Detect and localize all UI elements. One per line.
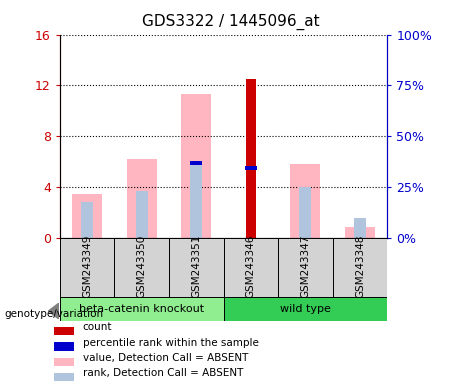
- Text: GDS3322 / 1445096_at: GDS3322 / 1445096_at: [142, 13, 319, 30]
- Bar: [81, 202, 93, 238]
- Bar: [354, 218, 366, 238]
- Bar: [299, 187, 312, 238]
- Bar: [54, 327, 75, 335]
- Polygon shape: [48, 303, 59, 319]
- Text: GSM243348: GSM243348: [355, 235, 365, 298]
- Text: percentile rank within the sample: percentile rank within the sample: [83, 338, 259, 348]
- Bar: [54, 373, 75, 381]
- FancyBboxPatch shape: [114, 238, 169, 298]
- Text: genotype/variation: genotype/variation: [5, 309, 104, 319]
- Bar: [54, 358, 75, 366]
- FancyBboxPatch shape: [224, 297, 387, 321]
- Bar: [181, 94, 211, 238]
- FancyBboxPatch shape: [60, 297, 224, 321]
- Text: wild type: wild type: [280, 304, 331, 314]
- FancyBboxPatch shape: [224, 238, 278, 298]
- Bar: [190, 163, 202, 238]
- Text: value, Detection Call = ABSENT: value, Detection Call = ABSENT: [83, 353, 248, 363]
- Bar: [245, 166, 257, 170]
- Text: GSM243346: GSM243346: [246, 235, 256, 298]
- FancyBboxPatch shape: [278, 238, 333, 298]
- Bar: [290, 164, 320, 238]
- Text: count: count: [83, 323, 112, 333]
- Text: beta-catenin knockout: beta-catenin knockout: [79, 304, 204, 314]
- Bar: [127, 159, 157, 238]
- Text: GSM243347: GSM243347: [301, 235, 310, 298]
- Text: GSM243350: GSM243350: [137, 235, 147, 298]
- Bar: [345, 227, 375, 238]
- Bar: [72, 194, 102, 238]
- Bar: [54, 343, 75, 351]
- Text: rank, Detection Call = ABSENT: rank, Detection Call = ABSENT: [83, 368, 243, 378]
- Bar: [136, 191, 148, 238]
- FancyBboxPatch shape: [60, 238, 114, 298]
- FancyBboxPatch shape: [169, 238, 224, 298]
- Text: GSM243351: GSM243351: [191, 235, 201, 298]
- Text: GSM243349: GSM243349: [82, 235, 92, 298]
- Bar: [190, 161, 202, 165]
- FancyBboxPatch shape: [333, 238, 387, 298]
- Bar: [246, 79, 256, 238]
